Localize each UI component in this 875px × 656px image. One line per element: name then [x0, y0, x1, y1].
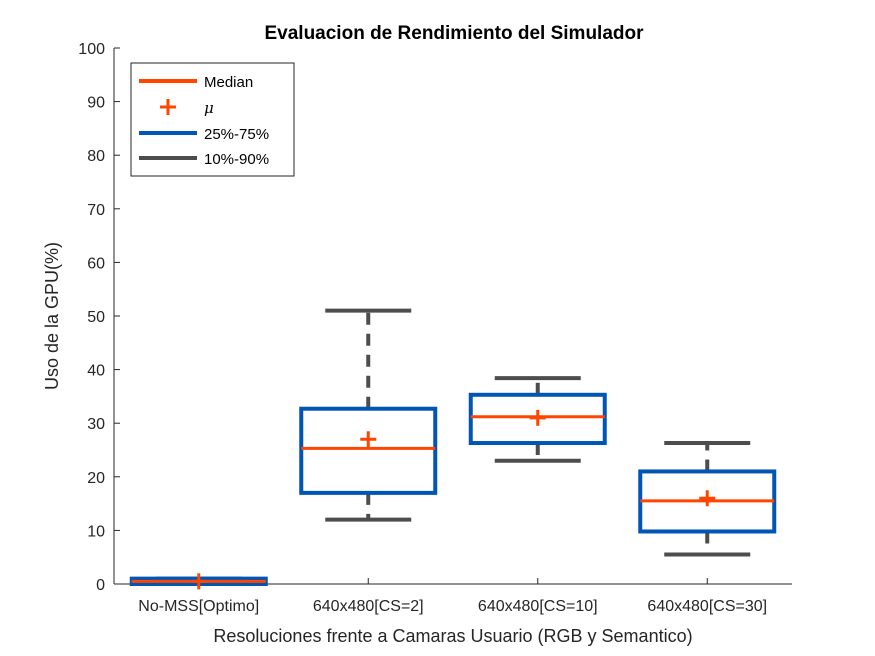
y-tick-label: 40 — [87, 363, 105, 380]
y-tick-label: 100 — [78, 41, 105, 58]
iqr-box — [468, 392, 607, 446]
legend: Median μ 25%-75% 10%-90% — [130, 62, 295, 177]
box-1 — [129, 573, 268, 590]
y-axis: 0 10 20 30 40 50 60 70 80 90 100 — [78, 41, 120, 594]
legend-label: Median — [204, 74, 253, 91]
mean-marker — [360, 431, 377, 448]
legend-label: 10%-90% — [204, 151, 269, 168]
legend-entry: μ — [160, 99, 214, 117]
iqr-box — [299, 406, 438, 495]
legend-entry: 25%-75% — [139, 126, 269, 143]
y-axis-label: Uso de la GPU(%) — [42, 242, 62, 390]
legend-label: 25%-75% — [204, 126, 269, 143]
x-tick-label: No-MSS[Optimo] — [138, 598, 259, 615]
y-tick-label: 50 — [87, 309, 105, 326]
y-tick-label: 20 — [87, 470, 105, 487]
y-tick-label: 80 — [87, 148, 105, 165]
mean-marker — [190, 573, 207, 590]
legend-swatch — [160, 99, 176, 115]
x-tick-label: 640x480[CS=30] — [647, 598, 767, 615]
box-3 — [468, 376, 607, 463]
y-tick-label: 30 — [87, 416, 105, 433]
box-series — [129, 308, 777, 590]
mean-marker — [529, 409, 546, 426]
x-tick-label: 640x480[CS=10] — [478, 598, 598, 615]
legend-label: μ — [204, 99, 214, 117]
legend-entry: Median — [139, 74, 253, 91]
y-tick-label: 0 — [96, 577, 105, 594]
x-axis: No-MSS[Optimo] 640x480[CS=2] 640x480[CS=10… — [114, 578, 792, 615]
y-tick-label: 10 — [87, 523, 105, 540]
y-tick-label: 90 — [87, 95, 105, 112]
x-tick-label: 640x480[CS=2] — [313, 598, 424, 615]
y-tick-label: 60 — [87, 255, 105, 272]
legend-entry: 10%-90% — [139, 151, 269, 168]
chart-title: Evaluacion de Rendimiento del Simulador — [264, 23, 644, 44]
box-2 — [299, 308, 438, 522]
x-axis-label: Resoluciones frente a Camaras Usuario (R… — [213, 626, 692, 646]
mean-marker — [699, 490, 716, 507]
y-tick-label: 70 — [87, 202, 105, 219]
box-4 — [638, 441, 777, 557]
